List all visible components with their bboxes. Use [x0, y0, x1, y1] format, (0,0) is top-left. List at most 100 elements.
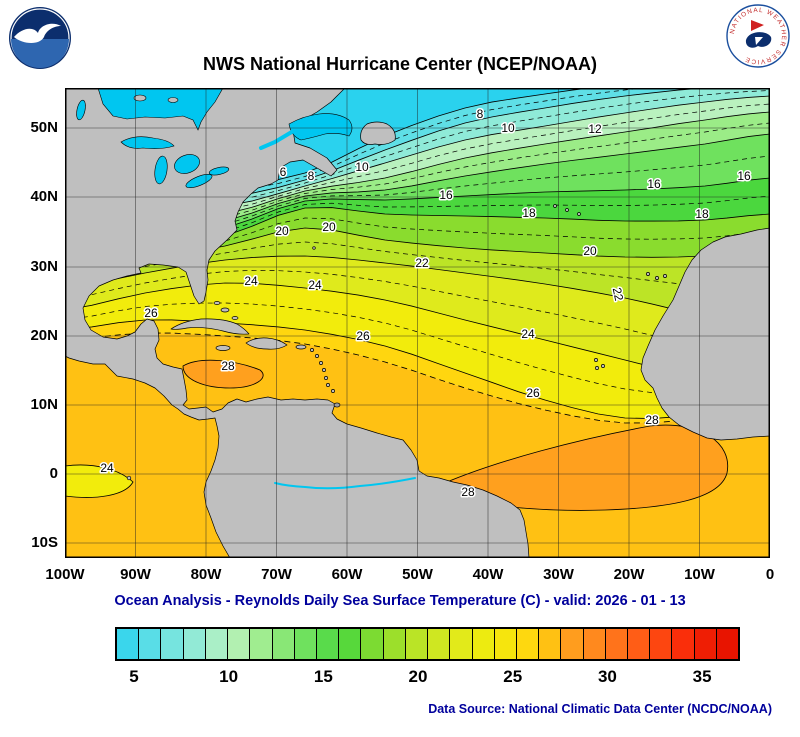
colorbar-cell — [383, 629, 406, 659]
colorbar-cell — [161, 629, 184, 659]
isotherm-label-8: 8 — [477, 107, 484, 121]
x-tick-label: 90W — [120, 566, 151, 583]
y-tick-label: 10S — [31, 534, 58, 551]
colorbar-cell — [539, 629, 562, 659]
isotherm-label-18: 18 — [522, 206, 536, 220]
colorbar-tick-label: 25 — [503, 667, 523, 686]
isotherm-intermediate-23c — [65, 270, 770, 364]
x-tick-label: 50W — [402, 566, 433, 583]
x-tick-label: 40W — [472, 566, 504, 583]
sst-band-16c — [65, 178, 770, 256]
colorbar-cell — [139, 629, 162, 659]
isotherm-label-10: 10 — [355, 160, 369, 174]
y-tick-label: 10N — [30, 396, 58, 413]
isotherm-label-26: 26 — [144, 306, 158, 320]
closed-contours — [65, 359, 729, 511]
colorbar-tick-label: 30 — [597, 667, 617, 686]
isotherm-label-20: 20 — [322, 220, 336, 234]
lesser-antilles-islands — [310, 348, 335, 393]
colorbar-cell — [361, 629, 384, 659]
y-tick-label: 20N — [30, 327, 58, 344]
nws-logo: NATIONAL WEATHER SERVICE — [726, 4, 790, 68]
puerto-rico-island — [295, 344, 307, 350]
contour-value-labels: 6 8 10 16 18 20 20 22 24 24 26 8 10 12 16 16 18 20 22 24 26 2… — [99, 106, 753, 501]
isotherm-label-12: 12 — [588, 122, 602, 136]
colorbar-cell — [205, 629, 229, 659]
colorbar-cell — [494, 629, 517, 659]
colorbar-cell — [339, 629, 362, 659]
hudson-bay-island — [133, 94, 147, 102]
bermuda-island — [312, 246, 316, 250]
hudson-bay — [97, 88, 224, 131]
x-tick-label: 100W — [45, 566, 85, 583]
colorbar-cell — [117, 629, 140, 659]
st-lawrence-river — [259, 128, 297, 150]
bahamas-islands — [213, 301, 239, 320]
isotherm-label-16: 16 — [737, 169, 751, 183]
colorbar-cell — [516, 629, 540, 659]
isotherm-label-22: 22 — [610, 286, 627, 302]
colorbar-cell — [228, 629, 251, 659]
isotherm-label-10: 10 — [501, 121, 515, 135]
isotherm-label-24: 24 — [521, 327, 535, 341]
x-tick-label: 60W — [331, 566, 363, 583]
colorbar-cell — [561, 629, 584, 659]
isotherm-label-24: 24 — [308, 278, 322, 292]
colorbar-cell — [428, 629, 451, 659]
closed-isotherm-24c — [65, 464, 134, 498]
colorbar-cell — [294, 629, 317, 659]
colorbar-cell — [183, 629, 206, 659]
map-frame — [65, 88, 770, 558]
noaa-logo-sea — [11, 39, 69, 68]
galapagos-islands — [126, 475, 132, 481]
lake-ontario — [208, 166, 230, 176]
colorbar-cell — [694, 629, 717, 659]
x-tick-label: 10W — [684, 566, 715, 583]
lake-erie — [185, 173, 213, 189]
nws-lightning-icon — [755, 37, 763, 45]
colorbar-cell — [628, 629, 651, 659]
nws-storm-flag-icon — [751, 20, 764, 31]
closed-isotherm-28c — [182, 359, 264, 389]
colorbar-cell — [250, 629, 273, 659]
land-masses — [65, 88, 770, 558]
y-tick-label: 0 — [49, 465, 58, 482]
colorbar-cell — [450, 629, 473, 659]
x-tick-label: 20W — [613, 566, 645, 583]
isotherm-label-24: 24 — [100, 461, 114, 475]
colorbar-tick-label: 15 — [313, 667, 333, 686]
lake-michigan — [154, 155, 168, 185]
isotherm-label-28: 28 — [645, 413, 659, 427]
azores-islands — [553, 204, 581, 216]
map-subtitle: Ocean Analysis - Reynolds Daily Sea Surf… — [114, 593, 686, 609]
amazon-river — [274, 477, 416, 490]
isotherm-label-28: 28 — [221, 359, 235, 373]
y-tick-label: 40N — [30, 188, 58, 205]
isotherm-label-8: 8 — [308, 169, 315, 183]
colorbar-cell — [716, 629, 739, 659]
isotherm-label-20: 20 — [275, 224, 289, 238]
sst-band-20c — [65, 228, 770, 328]
newfoundland-island — [360, 121, 396, 145]
sst-map-canvas: 6 8 10 16 18 20 20 22 24 24 26 8 10 12 16 16 18 20 22 24 26 2… — [65, 88, 770, 558]
isotherm-27c — [65, 332, 770, 424]
lake-huron — [174, 154, 200, 174]
colorbar-cell — [583, 629, 606, 659]
colorbar-cell — [605, 629, 629, 659]
noaa-logo — [9, 7, 71, 69]
noaa-seagull-icon — [14, 23, 61, 44]
colorbar-cell — [472, 629, 495, 659]
sst-map: 6 8 10 16 18 20 20 22 24 24 26 8 10 12 16 16 18 20 22 24 26 2… — [65, 88, 770, 558]
inland-water — [76, 88, 416, 490]
jamaica-island — [215, 345, 231, 351]
colorbar-tick-label: 5 — [129, 667, 139, 686]
x-tick-label: 80W — [190, 566, 222, 583]
americas-landmass — [65, 88, 530, 558]
colorbar-cell — [672, 629, 695, 659]
colorbar-cell — [650, 629, 673, 659]
isotherm-label-28: 28 — [461, 485, 475, 499]
page-title: NWS National Hurricane Center (NCEP/NOAA… — [202, 54, 598, 74]
colorbar-tick-label: 10 — [219, 667, 239, 686]
temperature-colorbar — [115, 627, 740, 661]
